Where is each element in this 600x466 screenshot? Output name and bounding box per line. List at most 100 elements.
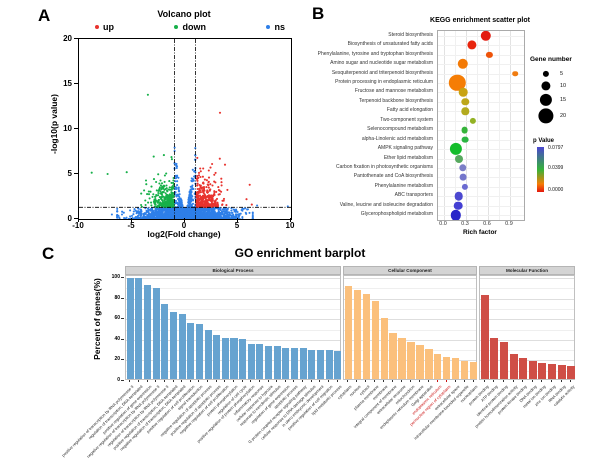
go-bar (509, 354, 518, 379)
pvalue-gradient-bar (537, 147, 544, 192)
go-x-tick-mark (181, 380, 183, 382)
go-bar (434, 354, 442, 379)
go-y-tick: 80 (114, 294, 120, 301)
go-bar (144, 285, 152, 379)
go-x-tick-mark (347, 380, 349, 382)
go-grid-line (480, 319, 574, 321)
go-grid-line (480, 278, 574, 279)
legend-item-up: up (95, 22, 114, 32)
kegg-dot (462, 183, 469, 191)
go-y-tick-mark (121, 338, 124, 340)
go-x-tick-mark (163, 380, 165, 382)
go-bar (443, 357, 451, 379)
kegg-dot (459, 164, 467, 172)
y-tick-mark (74, 173, 78, 175)
legend-label: up (103, 22, 114, 32)
kegg-dot (469, 117, 476, 124)
go-title: GO enrichment barplot (234, 246, 366, 260)
go-bar (316, 350, 324, 379)
legend-item-down: down (174, 22, 206, 32)
go-bar (528, 360, 537, 379)
go-x-tick-mark (319, 380, 321, 382)
grid-line-horizontal (438, 186, 524, 188)
y-tick-label: 15 (63, 78, 72, 88)
go-bar (425, 349, 433, 379)
go-x-tick-mark (233, 380, 234, 382)
go-bar (344, 286, 353, 379)
kegg-dot (461, 126, 468, 134)
go-bar (500, 341, 508, 379)
go-bar (135, 278, 143, 379)
go-bar (469, 361, 478, 379)
go-x-tick-mark (328, 380, 330, 382)
go-x-tick-mark (284, 380, 286, 382)
go-grid-line (126, 278, 340, 279)
grid-line-horizontal (438, 130, 524, 132)
volcano-plot-area (78, 38, 292, 221)
go-x-tick-mark (531, 380, 533, 382)
facet-strip-2: Molecular Function (479, 266, 575, 275)
facet-strip-1: Cellular Component (343, 266, 477, 275)
kegg-dot (450, 210, 461, 220)
facet-plot-0 (125, 275, 342, 380)
gene-number-dot (539, 93, 553, 107)
go-bar (178, 314, 186, 379)
go-y-tick-mark (121, 318, 124, 320)
grid-line-horizontal (438, 101, 524, 103)
go-x-tick-mark (250, 380, 252, 382)
go-x-tick-mark (522, 380, 524, 382)
go-x-tick-mark (463, 380, 465, 382)
go-y-tick: 100 (111, 274, 120, 280)
go-x-tick-mark (383, 380, 385, 382)
go-x-tick-mark (483, 380, 485, 382)
go-grid-line (126, 319, 340, 321)
kegg-dot (461, 107, 469, 116)
go-grid-line (344, 319, 476, 321)
go-x-tick-mark (310, 380, 312, 382)
grid-line-horizontal (438, 45, 524, 47)
go-x-tick-mark (512, 380, 514, 382)
kegg-pathway-label: Glycerophospholipid metabolism (360, 211, 433, 218)
go-x-tick-mark (392, 380, 394, 382)
y-tick-label: 0 (67, 213, 72, 223)
kegg-pathway-label: Carbon fixation in photosynthetic organi… (336, 164, 433, 171)
go-x-tick-mark (189, 380, 191, 382)
kegg-dot (461, 98, 469, 106)
go-y-tick: 20 (114, 356, 120, 363)
go-bar (371, 300, 379, 379)
go-x-tick-mark (570, 380, 572, 382)
kegg-title: KEGG enrichment scatter plot (430, 17, 530, 24)
go-x-tick-mark (503, 380, 504, 382)
pvalue-tick: 0.0797 (548, 145, 564, 151)
grid-line-horizontal (438, 196, 524, 198)
go-grid-line (344, 278, 476, 279)
go-x-tick-mark (436, 380, 438, 382)
panel-c-letter: C (42, 244, 55, 263)
go-bar (282, 348, 290, 379)
kegg-pathway-label: AMPK signaling pathway (377, 145, 433, 152)
go-x-tick-mark (493, 380, 495, 382)
go-bar (490, 337, 499, 379)
kegg-dot (454, 192, 463, 201)
legend-label: down (182, 22, 206, 32)
go-x-tick-mark (472, 380, 474, 382)
volcano-y-label: -log10(p value) (49, 94, 59, 154)
go-x-tick-mark (560, 380, 562, 382)
gene-number-value: 10 (560, 83, 567, 89)
kegg-dot (453, 201, 463, 211)
grid-line-horizontal (438, 92, 524, 94)
go-x-tick-mark (551, 380, 552, 382)
gene-number-value: 15 (560, 97, 567, 103)
x-tick-label: -5 (127, 221, 135, 230)
go-y-tick: 0 (117, 377, 120, 383)
facet-plot-2 (479, 275, 576, 380)
go-grid-line (480, 288, 574, 290)
kegg-dot (448, 74, 466, 92)
kegg-dot (449, 143, 462, 156)
kegg-pathway-label: Sesquiterpenoid and triterpenoid biosynt… (331, 69, 433, 76)
y-tick-mark (74, 83, 78, 85)
kegg-x-tick: 0.9 (505, 221, 513, 227)
go-bar (230, 337, 238, 379)
go-bar (169, 312, 178, 379)
gene-number-dot (541, 81, 551, 91)
